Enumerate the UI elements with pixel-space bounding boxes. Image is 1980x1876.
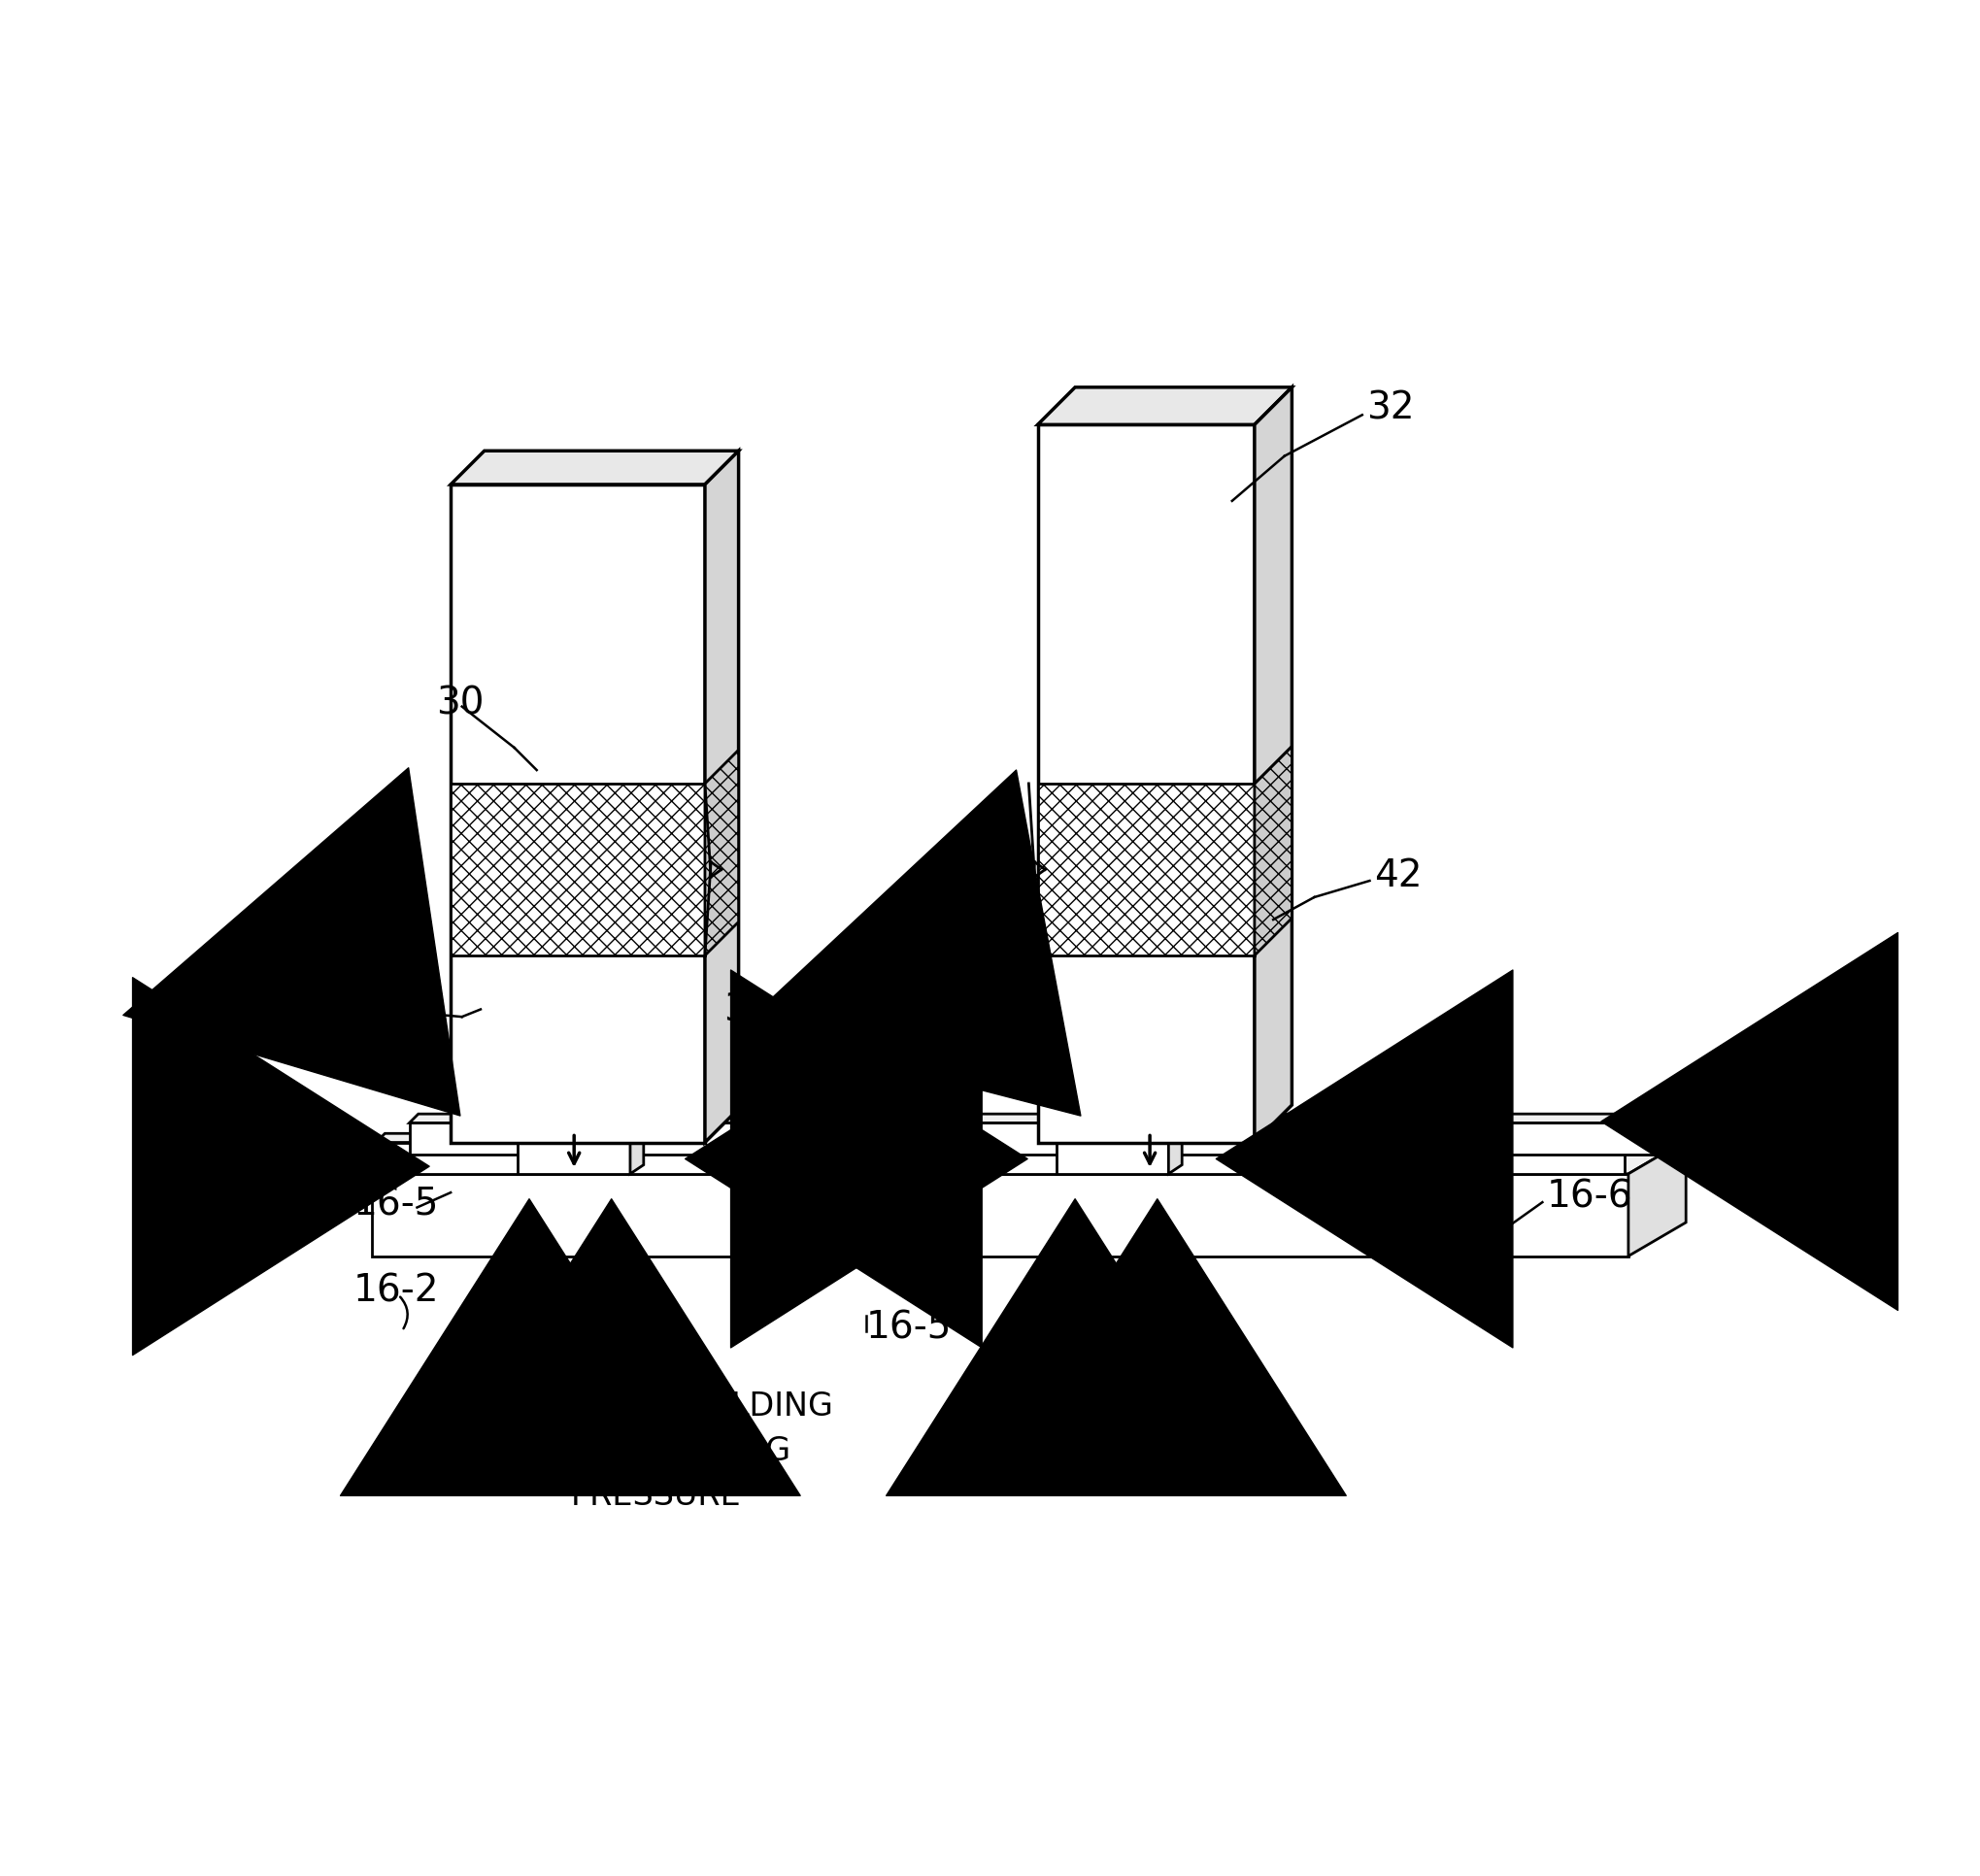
Polygon shape xyxy=(376,1133,1634,1142)
Text: 32-1: 32-1 xyxy=(903,940,988,976)
Polygon shape xyxy=(630,1116,644,1174)
Polygon shape xyxy=(517,1126,630,1174)
Polygon shape xyxy=(1055,1116,1182,1126)
Text: THERMALLY WELDING
WHILE APPLYING
PRESSURE: THERMALLY WELDING WHILE APPLYING PRESSUR… xyxy=(479,1390,834,1512)
Polygon shape xyxy=(1253,388,1291,1142)
Polygon shape xyxy=(1628,1141,1685,1257)
Polygon shape xyxy=(705,452,739,1142)
Polygon shape xyxy=(410,1114,1667,1124)
Text: 32: 32 xyxy=(1366,390,1414,426)
Polygon shape xyxy=(705,750,739,957)
Text: 16-6: 16-6 xyxy=(760,1069,847,1107)
Polygon shape xyxy=(1038,426,1253,1142)
Polygon shape xyxy=(410,1124,1657,1156)
Polygon shape xyxy=(451,452,739,486)
Text: 30: 30 xyxy=(436,685,483,722)
Polygon shape xyxy=(1038,388,1291,426)
Polygon shape xyxy=(1071,1116,1166,1126)
Polygon shape xyxy=(372,1174,1628,1257)
Polygon shape xyxy=(517,1116,644,1126)
Text: 30-1: 30-1 xyxy=(723,991,810,1028)
Text: 42: 42 xyxy=(1374,857,1422,893)
Polygon shape xyxy=(1168,1116,1182,1174)
Polygon shape xyxy=(1038,784,1253,957)
Text: 16-5: 16-5 xyxy=(352,1186,440,1223)
Text: 16-6: 16-6 xyxy=(1544,1178,1632,1216)
Polygon shape xyxy=(1253,747,1291,957)
Polygon shape xyxy=(1055,1126,1168,1174)
Polygon shape xyxy=(451,486,705,1142)
Polygon shape xyxy=(451,784,705,957)
Text: 16-2: 16-2 xyxy=(352,1272,440,1308)
Text: 16-4: 16-4 xyxy=(1075,1321,1160,1356)
Text: 16-3: 16-3 xyxy=(507,1403,592,1439)
Polygon shape xyxy=(372,1141,1685,1174)
Polygon shape xyxy=(533,1116,628,1126)
Text: 40: 40 xyxy=(372,991,420,1028)
Polygon shape xyxy=(376,1142,1624,1174)
Text: 16-5: 16-5 xyxy=(865,1309,950,1345)
